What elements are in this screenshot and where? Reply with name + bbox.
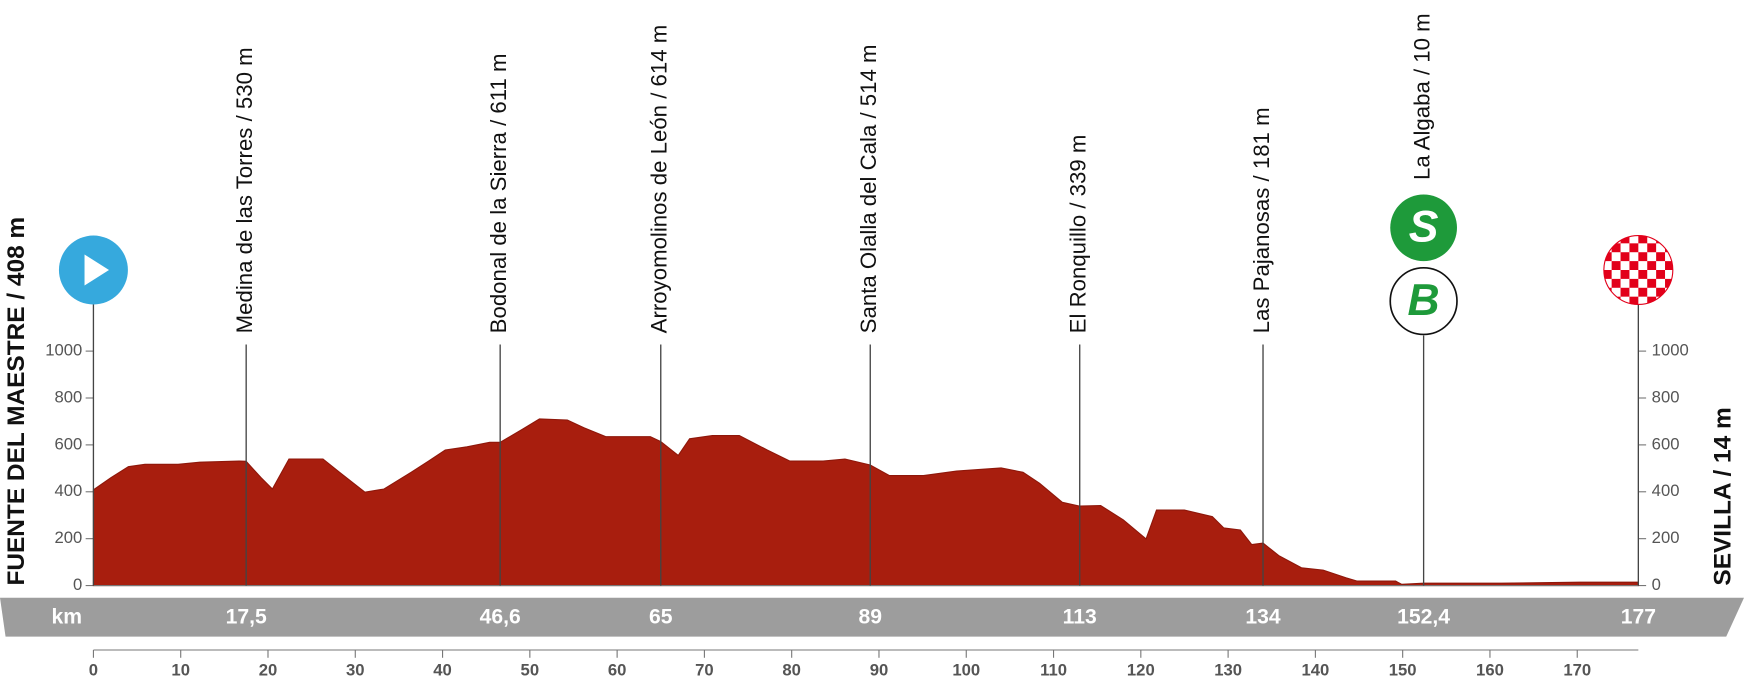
x-tick-label: 50 xyxy=(521,661,540,680)
waypoint-label: Arroyomolinos de León / 614 m xyxy=(647,25,672,334)
waypoint-km: 113 xyxy=(1063,605,1097,628)
x-tick-label: 10 xyxy=(171,661,190,680)
y-tick-label: 800 xyxy=(54,387,82,406)
y2-tick-label: 200 xyxy=(1652,528,1680,547)
y-tick-label: 0 xyxy=(73,575,82,594)
x-tick-label: 130 xyxy=(1214,661,1242,680)
x-tick-label: 40 xyxy=(433,661,452,680)
x-tick-label: 70 xyxy=(695,661,714,680)
y-tick-label: 200 xyxy=(54,528,82,547)
x-tick-label: 90 xyxy=(870,661,889,680)
x-tick-label: 100 xyxy=(952,661,980,680)
y-tick-label: 600 xyxy=(54,434,82,453)
waypoint-km: 152,4 xyxy=(1397,605,1450,628)
waypoint-label: El Ronquillo / 339 m xyxy=(1066,135,1091,334)
x-tick-label: 80 xyxy=(782,661,801,680)
waypoint-km: 46,6 xyxy=(480,605,521,628)
y2-tick-label: 400 xyxy=(1652,481,1680,500)
x-tick-label: 60 xyxy=(608,661,627,680)
start-label: FUENTE DEL MAESTRE / 408 m xyxy=(3,217,30,586)
finish-icon xyxy=(1603,235,1674,305)
finish-km: 177 xyxy=(1621,605,1656,628)
waypoint-label: Medina de las Torres / 530 m xyxy=(232,47,257,333)
badge xyxy=(1390,194,1457,262)
badge-letter: S xyxy=(1409,203,1439,252)
badge-letter: B xyxy=(1408,276,1440,325)
y2-tick-label: 0 xyxy=(1652,575,1661,594)
y-tick-label: 1000 xyxy=(45,341,82,360)
y-tick-label: 400 xyxy=(54,481,82,500)
y2-tick-label: 800 xyxy=(1652,387,1680,406)
x-tick-label: 0 xyxy=(89,661,98,680)
badge xyxy=(1389,266,1458,336)
x-tick-label: 140 xyxy=(1301,661,1329,680)
y2-tick-label: 600 xyxy=(1652,434,1680,453)
waypoint-km: 89 xyxy=(858,605,881,628)
y2-tick-label: 1000 xyxy=(1652,341,1689,360)
x-tick-label: 120 xyxy=(1127,661,1155,680)
waypoint-km: 134 xyxy=(1245,605,1280,628)
start-arrow xyxy=(84,254,109,286)
x-tick-label: 20 xyxy=(259,661,278,680)
waypoint-label: Las Pajanosas / 181 m xyxy=(1249,107,1274,333)
x-tick-label: 160 xyxy=(1476,661,1504,680)
waypoint-label: La Algaba / 10 m xyxy=(1409,13,1434,180)
x-tick-label: 150 xyxy=(1389,661,1417,680)
x-tick-label: 110 xyxy=(1040,661,1067,680)
finish-label: SEVILLA / 14 m xyxy=(1709,407,1736,585)
x-tick-label: 30 xyxy=(346,661,365,680)
km-unit: km xyxy=(51,605,82,628)
waypoint-label: Bodonal de la Sierra / 611 m xyxy=(486,54,511,334)
waypoint-km: 17,5 xyxy=(226,605,267,628)
x-tick-label: 170 xyxy=(1563,661,1591,680)
elevation-area xyxy=(92,418,1639,587)
km-band xyxy=(0,597,1744,637)
waypoint-km: 65 xyxy=(649,605,673,628)
waypoint-label: Santa Olalla del Cala / 514 m xyxy=(856,44,881,333)
